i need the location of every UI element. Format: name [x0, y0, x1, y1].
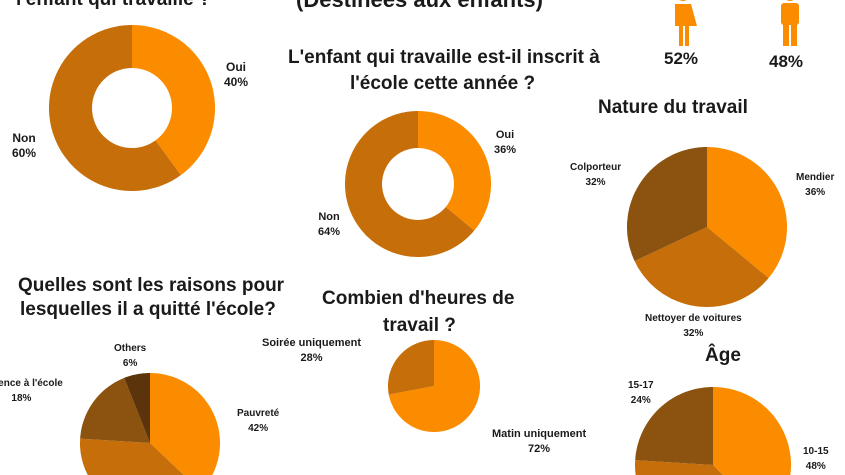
chart6-slice-2 [635, 460, 723, 475]
female-pct: 52% [664, 49, 699, 68]
chart1-title: l'enfant qui travaille ? [16, 0, 211, 14]
chart4-title-2: lesquelles il a quitté l'école? [20, 299, 276, 320]
chart5-slice-2 [388, 340, 434, 395]
label-matin: Matin uniquement 72% [492, 428, 587, 455]
chart1-donut-hole [92, 68, 172, 148]
label-15-17: 15-17 24% [628, 380, 654, 406]
chart4-title-1: Quelles sont les raisons pour [18, 275, 285, 296]
chart6-title: Âge [705, 345, 741, 366]
male-icon [781, 0, 799, 46]
chart2-title-1: L'enfant qui travaille est-il inscrit à [288, 47, 600, 68]
label-mendier: Mendier 36% [796, 172, 835, 198]
chart4-slice-1 [150, 373, 220, 475]
chart2-slice-1 [418, 111, 491, 231]
label-nettoyer: Nettoyer de voitures 32% [645, 313, 742, 339]
chart5-slice-1 [388, 340, 480, 432]
label-soiree: Soirée uniquement 28% [262, 337, 362, 364]
chart4-slice-3 [80, 377, 150, 443]
male-pct: 48% [769, 52, 804, 71]
label-non-1: Non 60% [12, 131, 37, 160]
chart3-slice-2 [634, 227, 769, 307]
gender-icons [675, 0, 799, 46]
label-10-15: 10-15 48% [803, 446, 829, 472]
label-non-2: Non 64% [318, 211, 341, 238]
subtitle: (Destinées aux enfants) [296, 0, 543, 14]
chart5-title-1: Combien d'heures de [322, 288, 515, 309]
chart6-slice-3 [635, 387, 713, 465]
label-colporteur: Colporteur 32% [570, 162, 622, 188]
chart3-slice-3 [627, 147, 707, 262]
label-oui-2: Oui 36% [494, 129, 517, 156]
chart3-slice-1 [707, 147, 787, 278]
chart4-slice-2 [80, 438, 184, 475]
chart2-title-2: l'école cette année ? [350, 73, 536, 94]
label-others: Others 6% [114, 343, 147, 369]
chart6-slice-1 [713, 387, 791, 475]
label-oui-1: Oui 40% [224, 60, 249, 89]
chart1-slice-1 [132, 25, 215, 176]
chart3-title: Nature du travail [598, 97, 748, 118]
label-pauvrete: Pauvreté 42% [237, 408, 280, 434]
female-icon [675, 0, 697, 46]
chart2-donut-hole [382, 148, 454, 220]
chart4-slice-4 [124, 373, 150, 443]
chart5-title-2: travail ? [383, 315, 456, 336]
